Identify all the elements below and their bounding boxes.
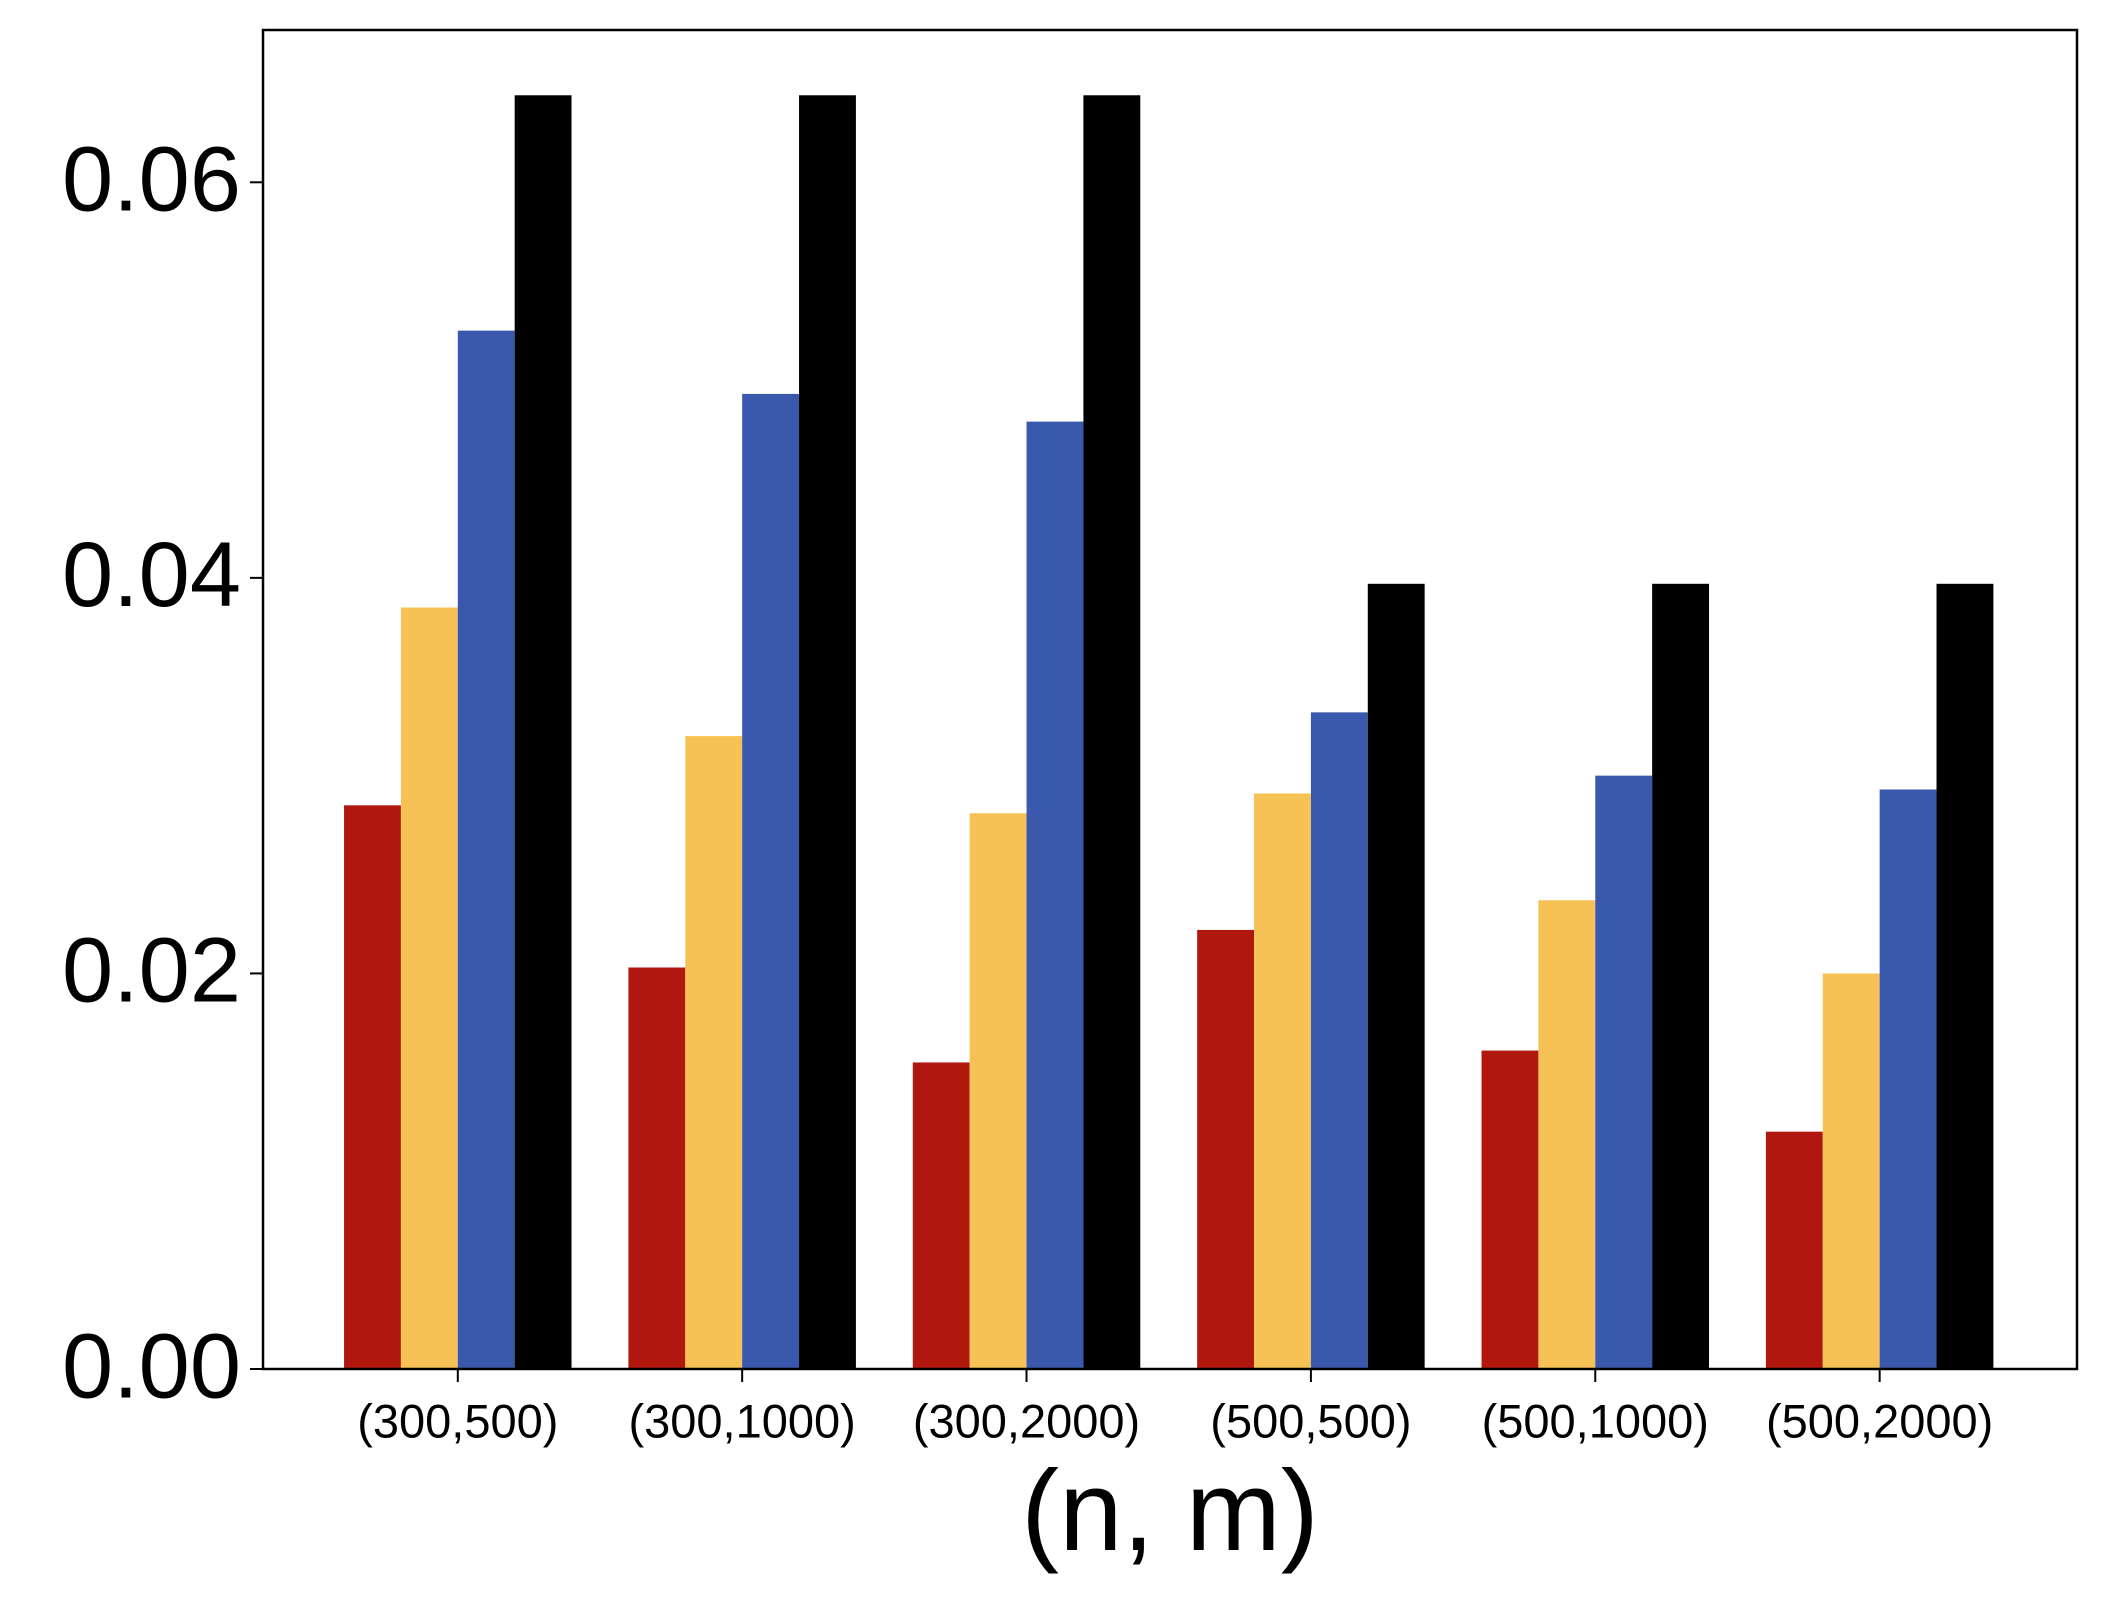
bar <box>1083 95 1141 1370</box>
bar <box>628 967 686 1369</box>
y-tick-label: 0.06 <box>62 129 241 231</box>
x-tick-label: (300,1000) <box>628 1394 855 1447</box>
bar <box>1538 900 1596 1369</box>
bar <box>1822 973 1880 1369</box>
bar <box>1481 1050 1539 1369</box>
bar <box>912 1062 970 1369</box>
plot-frame <box>261 28 2079 1371</box>
bar <box>1026 421 1084 1369</box>
bar <box>1652 583 1710 1369</box>
bar <box>1936 583 1994 1369</box>
bar <box>969 813 1027 1369</box>
y-tick-label: 0.04 <box>62 524 241 626</box>
x-tick-label: (300,2000) <box>913 1394 1140 1447</box>
x-tick-label: (300,500) <box>357 1394 558 1447</box>
bar <box>344 805 401 1369</box>
bar <box>1765 1131 1823 1369</box>
x-tick-label: (500,500) <box>1210 1394 1411 1447</box>
bar <box>1367 583 1425 1369</box>
y-tick-label: 0.02 <box>62 920 241 1022</box>
x-axis-label: (n, m) <box>1021 1448 1319 1575</box>
bar <box>1879 789 1937 1369</box>
bar <box>1310 712 1368 1369</box>
y-tick-label: 0.00 <box>62 1315 241 1417</box>
bar <box>514 95 572 1370</box>
bar <box>1254 793 1311 1369</box>
bar <box>742 393 800 1369</box>
bar <box>1197 929 1255 1369</box>
x-tick-label: (500,1000) <box>1482 1394 1709 1447</box>
bar <box>685 736 743 1369</box>
bar <box>457 330 515 1369</box>
bar <box>400 607 458 1369</box>
bar <box>1595 775 1653 1369</box>
x-tick-label: (500,2000) <box>1766 1394 1993 1447</box>
bar <box>799 95 856 1370</box>
